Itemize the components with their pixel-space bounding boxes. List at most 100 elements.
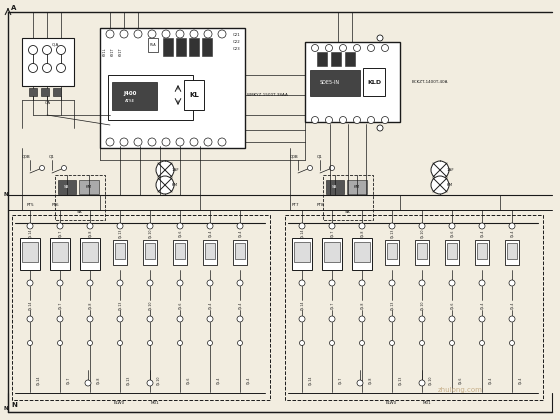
Circle shape xyxy=(389,316,395,322)
Circle shape xyxy=(431,176,449,194)
Circle shape xyxy=(329,223,335,229)
Text: QL.4: QL.4 xyxy=(510,301,514,309)
Circle shape xyxy=(359,280,365,286)
Text: Q1: Q1 xyxy=(49,155,55,159)
Circle shape xyxy=(329,316,335,322)
Text: SDE5-IN: SDE5-IN xyxy=(320,81,340,86)
Circle shape xyxy=(204,30,212,38)
Text: C23: C23 xyxy=(233,47,241,51)
Circle shape xyxy=(329,165,334,171)
Circle shape xyxy=(509,280,515,286)
Text: KM: KM xyxy=(172,183,178,187)
Circle shape xyxy=(237,341,242,346)
Bar xyxy=(331,52,341,66)
Circle shape xyxy=(162,30,170,38)
Bar xyxy=(347,180,367,194)
Circle shape xyxy=(479,341,484,346)
Text: QL.10: QL.10 xyxy=(428,375,432,385)
Circle shape xyxy=(419,341,424,346)
Bar xyxy=(82,242,98,262)
Bar xyxy=(363,68,385,96)
Text: QL.4: QL.4 xyxy=(488,376,492,384)
Text: QL.13: QL.13 xyxy=(118,300,122,310)
Circle shape xyxy=(87,223,93,229)
Circle shape xyxy=(62,165,67,171)
Bar xyxy=(447,243,457,259)
Bar xyxy=(52,242,68,262)
Bar xyxy=(417,243,427,259)
Text: N: N xyxy=(4,192,8,197)
Circle shape xyxy=(419,280,425,286)
Circle shape xyxy=(85,380,91,386)
Circle shape xyxy=(207,316,213,322)
Circle shape xyxy=(147,316,153,322)
Text: PT6: PT6 xyxy=(51,203,59,207)
Text: QL.13: QL.13 xyxy=(118,228,122,238)
Circle shape xyxy=(450,341,455,346)
Text: QL.10: QL.10 xyxy=(420,300,424,310)
Text: QL.8: QL.8 xyxy=(368,376,372,384)
Circle shape xyxy=(509,316,515,322)
Text: C21: C21 xyxy=(233,33,241,37)
Bar xyxy=(317,52,327,66)
Circle shape xyxy=(148,30,156,38)
Circle shape xyxy=(479,223,485,229)
Circle shape xyxy=(419,380,425,386)
Circle shape xyxy=(156,161,174,179)
Circle shape xyxy=(367,116,375,123)
Text: 1AF: 1AF xyxy=(171,168,179,172)
Text: QL.14: QL.14 xyxy=(28,300,32,310)
Bar xyxy=(475,240,489,265)
Text: KY1L: KY1L xyxy=(103,48,107,56)
Circle shape xyxy=(449,316,455,322)
Circle shape xyxy=(307,165,312,171)
Text: zhulong.com: zhulong.com xyxy=(437,387,482,393)
Text: ELW0: ELW0 xyxy=(385,401,396,405)
Circle shape xyxy=(311,45,319,52)
Circle shape xyxy=(339,45,347,52)
Text: QL.10: QL.10 xyxy=(420,228,424,238)
Text: QL.10: QL.10 xyxy=(148,228,152,238)
Bar xyxy=(352,238,372,270)
Text: PT8: PT8 xyxy=(316,203,324,207)
Circle shape xyxy=(120,138,128,146)
Circle shape xyxy=(479,316,485,322)
Circle shape xyxy=(419,316,425,322)
Circle shape xyxy=(106,138,114,146)
Text: QL.8: QL.8 xyxy=(96,376,100,384)
Text: M01: M01 xyxy=(423,401,431,405)
Bar xyxy=(175,243,185,259)
Circle shape xyxy=(367,45,375,52)
Text: ELW0: ELW0 xyxy=(113,401,125,405)
Text: QL.6: QL.6 xyxy=(458,376,462,384)
Circle shape xyxy=(148,138,156,146)
Bar xyxy=(20,238,40,270)
Circle shape xyxy=(299,316,305,322)
Text: QL.7: QL.7 xyxy=(66,376,70,384)
Bar xyxy=(387,243,397,259)
Text: QL.4: QL.4 xyxy=(216,376,220,384)
Circle shape xyxy=(27,341,32,346)
Circle shape xyxy=(510,341,515,346)
Text: QL.4: QL.4 xyxy=(208,229,212,237)
Text: KL: KL xyxy=(189,92,199,98)
Bar xyxy=(112,82,157,110)
Circle shape xyxy=(162,138,170,146)
Circle shape xyxy=(325,116,333,123)
Text: QL.4: QL.4 xyxy=(480,301,484,309)
Text: Q0B: Q0B xyxy=(22,155,30,159)
Circle shape xyxy=(390,341,394,346)
Bar xyxy=(22,38,74,86)
Circle shape xyxy=(147,380,153,386)
Circle shape xyxy=(190,30,198,38)
Bar xyxy=(173,240,187,265)
Circle shape xyxy=(43,63,52,73)
Circle shape xyxy=(208,341,212,346)
Text: QL.4: QL.4 xyxy=(246,376,250,384)
Circle shape xyxy=(147,341,152,346)
Circle shape xyxy=(218,30,226,38)
Circle shape xyxy=(300,341,305,346)
Circle shape xyxy=(299,223,305,229)
Text: PT5: PT5 xyxy=(26,203,34,207)
Text: QL.8: QL.8 xyxy=(88,229,92,237)
